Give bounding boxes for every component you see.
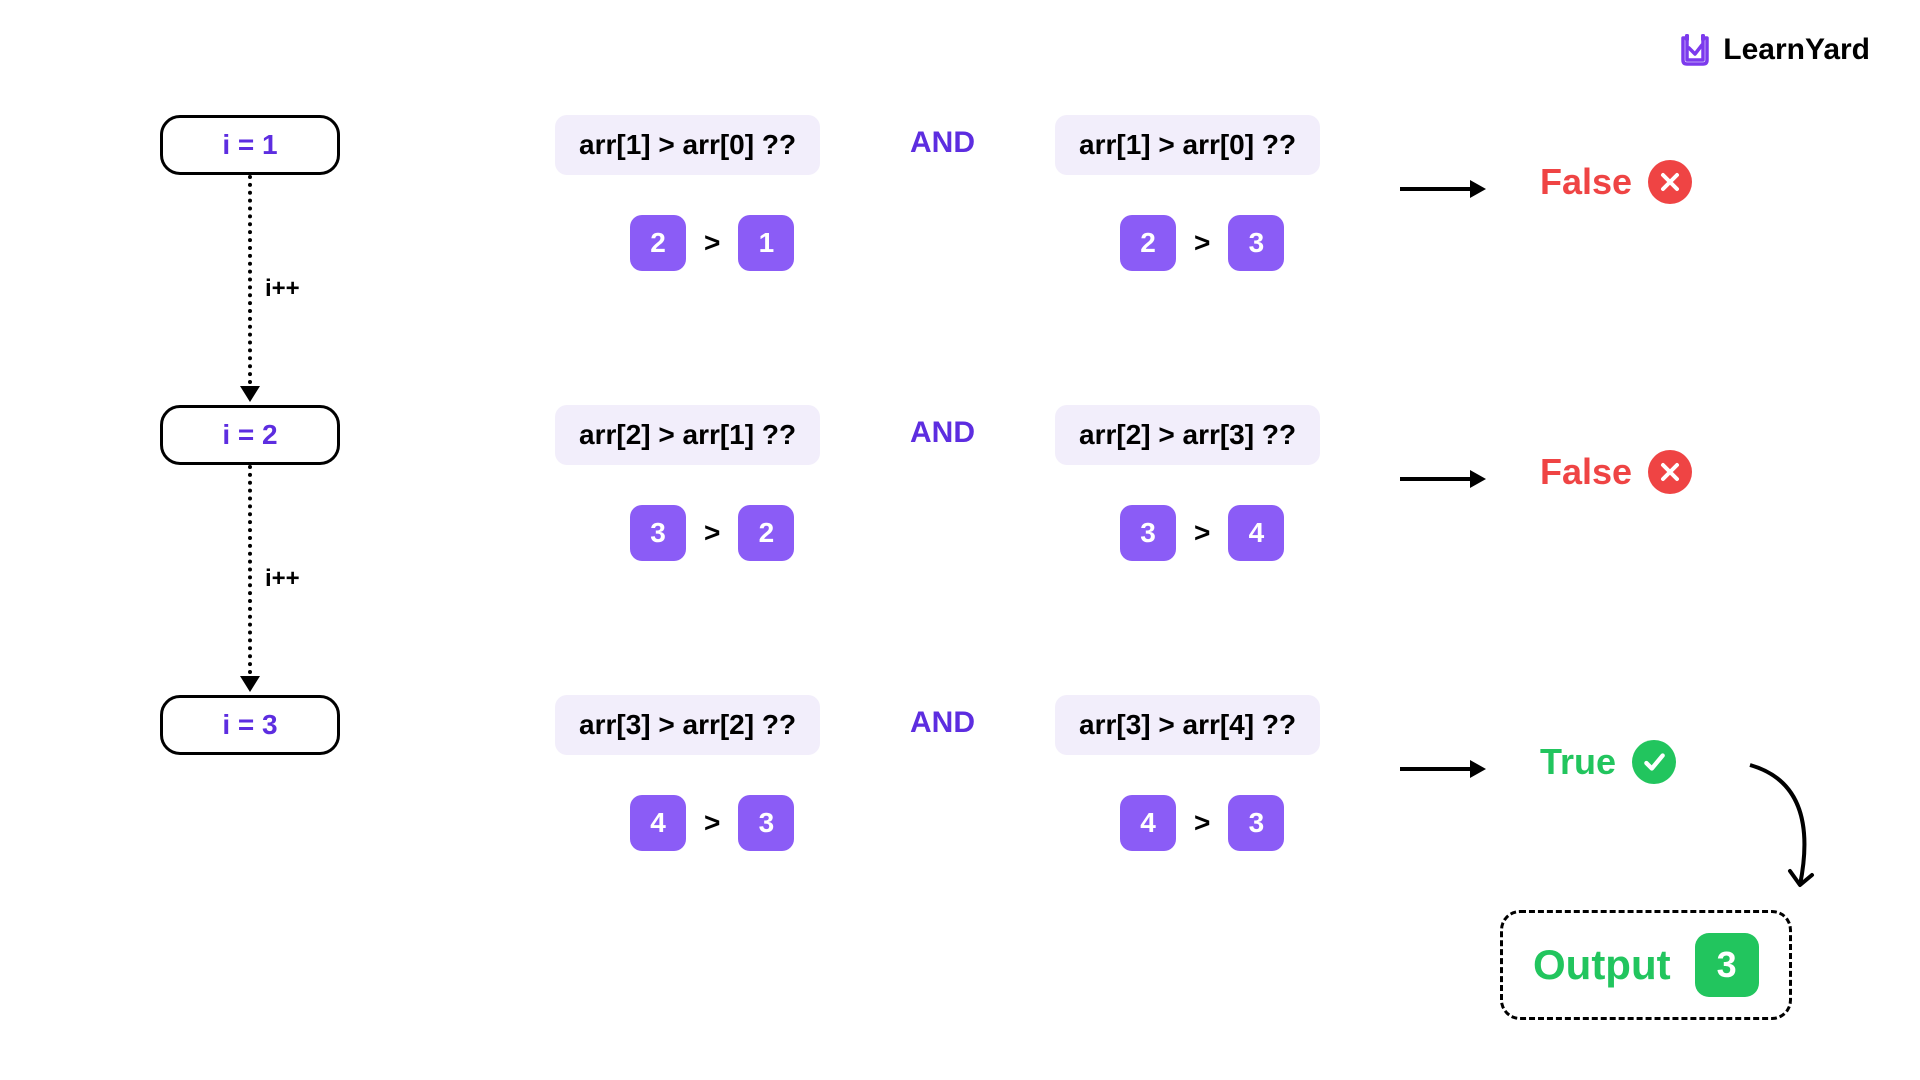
value-box: 4	[630, 795, 686, 851]
result-text: False	[1540, 451, 1632, 493]
x-icon	[1648, 160, 1692, 204]
gt-sign: >	[704, 517, 720, 549]
condition-left-1: arr[1] > arr[0] ??	[555, 115, 820, 175]
value-box: 1	[738, 215, 794, 271]
condition-left-3: arr[3] > arr[2] ??	[555, 695, 820, 755]
iteration-node-2: i = 2	[160, 405, 340, 465]
result-text: False	[1540, 161, 1632, 203]
iteration-label: i = 2	[222, 419, 277, 451]
result-text: True	[1540, 741, 1616, 783]
value-box: 4	[1120, 795, 1176, 851]
result-arrow-2	[1400, 470, 1486, 488]
condition-right-1: arr[1] > arr[0] ??	[1055, 115, 1320, 175]
and-text-3: AND	[910, 706, 975, 740]
value-box: 2	[630, 215, 686, 271]
iteration-label: i = 3	[222, 709, 277, 741]
condition-right-3: arr[3] > arr[4] ??	[1055, 695, 1320, 755]
value-box: 3	[738, 795, 794, 851]
iteration-node-3: i = 3	[160, 695, 340, 755]
and-text-1: AND	[910, 126, 975, 160]
result-arrow-1	[1400, 180, 1486, 198]
output-value: 3	[1695, 933, 1759, 997]
value-row-right-3: 4 > 3	[1120, 795, 1284, 851]
value-box: 3	[1120, 505, 1176, 561]
condition-left-2: arr[2] > arr[1] ??	[555, 405, 820, 465]
result-label-2: False	[1540, 450, 1692, 494]
iteration-node-1: i = 1	[160, 115, 340, 175]
gt-sign: >	[1194, 807, 1210, 839]
gt-sign: >	[1194, 517, 1210, 549]
increment-label-2: i++	[265, 565, 300, 593]
and-text-2: AND	[910, 416, 975, 450]
brand-logo: LearnYard	[1675, 30, 1870, 70]
value-box: 3	[1228, 795, 1284, 851]
increment-label-1: i++	[265, 275, 300, 303]
output-box: Output 3	[1500, 910, 1792, 1020]
result-label-3: True	[1540, 740, 1676, 784]
result-label-1: False	[1540, 160, 1692, 204]
curved-arrow-icon	[1740, 755, 1860, 915]
gt-sign: >	[704, 227, 720, 259]
value-box: 3	[1228, 215, 1284, 271]
iteration-label: i = 1	[222, 129, 277, 161]
value-row-right-1: 2 > 3	[1120, 215, 1284, 271]
value-box: 3	[630, 505, 686, 561]
x-icon	[1648, 450, 1692, 494]
gt-sign: >	[1194, 227, 1210, 259]
output-label: Output	[1533, 941, 1671, 989]
result-arrow-3	[1400, 760, 1486, 778]
dotted-arrow-1	[248, 175, 251, 400]
value-box: 2	[738, 505, 794, 561]
logo-icon	[1675, 30, 1715, 70]
check-icon	[1632, 740, 1676, 784]
value-row-left-1: 2 > 1	[630, 215, 794, 271]
gt-sign: >	[704, 807, 720, 839]
value-box: 2	[1120, 215, 1176, 271]
condition-right-2: arr[2] > arr[3] ??	[1055, 405, 1320, 465]
value-row-right-2: 3 > 4	[1120, 505, 1284, 561]
value-row-left-2: 3 > 2	[630, 505, 794, 561]
brand-name: LearnYard	[1723, 33, 1870, 67]
dotted-arrow-2	[248, 465, 251, 690]
value-row-left-3: 4 > 3	[630, 795, 794, 851]
value-box: 4	[1228, 505, 1284, 561]
